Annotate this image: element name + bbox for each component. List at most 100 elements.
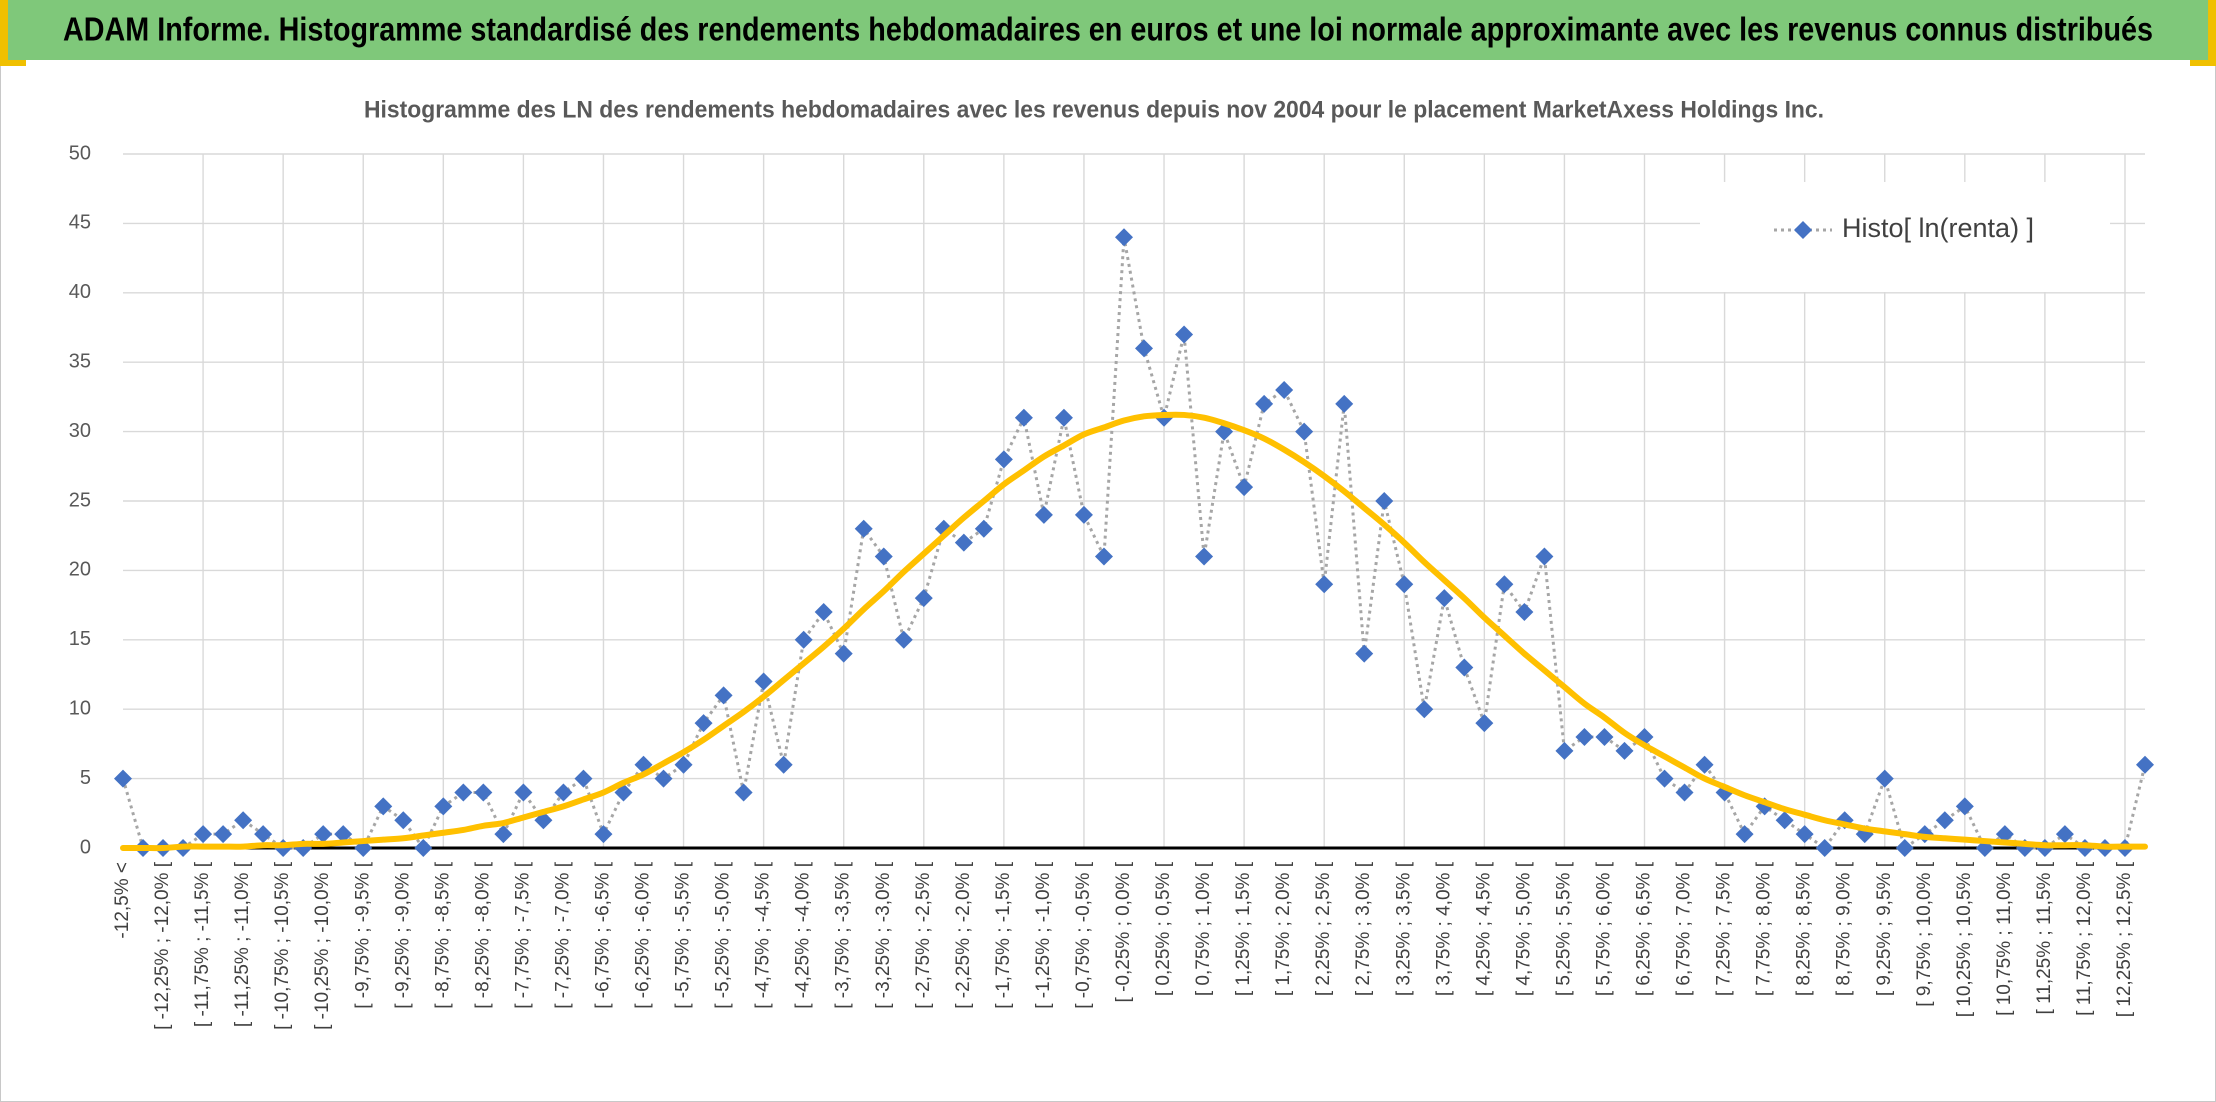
y-tick-label: 35 — [69, 350, 91, 372]
point-marker — [574, 769, 593, 788]
legend-marker — [1794, 221, 1812, 239]
x-tick-label: [ 8,75% ; 9,0% [ — [1834, 861, 1855, 996]
x-tick-label: [ -6,75% ; -6,5% [ — [592, 861, 613, 1009]
point-marker — [514, 783, 533, 802]
x-tick-label: [ -0,25% ; 0,0% [ — [1113, 861, 1134, 1002]
x-tick-label: [ 1,75% ; 2,0% [ — [1273, 861, 1294, 996]
point-marker — [894, 630, 913, 649]
y-tick-label: 10 — [69, 697, 91, 719]
point-marker — [1235, 478, 1254, 497]
x-tick-label: [ 3,25% ; 3,5% [ — [1393, 861, 1414, 996]
y-tick-label: 30 — [69, 420, 91, 442]
point-marker — [1815, 839, 1834, 857]
x-tick-label: [ -9,75% ; -9,5% [ — [352, 861, 373, 1009]
point-marker — [1395, 575, 1414, 594]
point-marker — [594, 825, 613, 844]
point-marker — [814, 603, 833, 622]
header-fill — [8, 0, 2209, 60]
point-marker — [1135, 339, 1154, 358]
point-marker — [1515, 603, 1534, 622]
point-marker — [494, 825, 513, 844]
point-marker — [1074, 505, 1093, 524]
x-tick-label: [ -7,75% ; -7,5% [ — [512, 861, 533, 1009]
point-marker — [994, 450, 1013, 469]
x-tick-label: [ 8,25% ; 8,5% [ — [1794, 861, 1815, 996]
x-tick-label: [ -8,25% ; -8,0% [ — [472, 861, 493, 1009]
point-marker — [1555, 741, 1574, 760]
point-marker — [1615, 741, 1634, 760]
x-tick-label: [ 10,75% ; 11,0% [ — [1994, 861, 2015, 1016]
x-tick-label: [ 5,25% ; 5,5% [ — [1553, 861, 1574, 996]
point-marker — [1795, 825, 1814, 844]
x-tick-label: [ 3,75% ; 4,0% [ — [1433, 861, 1454, 996]
point-marker — [834, 644, 853, 663]
x-tick-label: [ -11,75% ; -11,5% [ — [192, 861, 213, 1027]
point-marker — [1335, 394, 1354, 413]
x-tick-label: [ -12,25% ; -12,0% [ — [152, 861, 173, 1030]
point-marker — [674, 755, 693, 774]
point-marker — [1895, 839, 1914, 857]
point-marker — [394, 811, 413, 830]
x-tick-label: [ 7,25% ; 7,5% [ — [1714, 861, 1735, 996]
chart-title: Histogramme des LN des rendements hebdom… — [364, 96, 1824, 123]
point-marker — [1875, 769, 1894, 788]
x-tick-label: [ 9,75% ; 10,0% [ — [1914, 861, 1935, 1006]
x-tick-label: [ -3,25% ; -3,0% [ — [873, 861, 894, 1009]
x-tick-label: [ 11,75% ; 12,0% [ — [2074, 861, 2095, 1016]
legend-box — [1700, 182, 2110, 292]
point-marker — [334, 825, 353, 844]
point-marker — [1375, 492, 1394, 510]
point-marker — [1255, 394, 1274, 413]
y-tick-label: 40 — [69, 281, 91, 303]
point-marker — [1655, 769, 1674, 788]
point-marker — [1575, 727, 1594, 746]
point-marker — [1455, 658, 1474, 677]
x-tick-label: [ 6,25% ; 6,5% [ — [1634, 861, 1655, 996]
x-tick-label: [ 0,75% ; 1,0% [ — [1193, 861, 1214, 996]
x-tick-label: [ 1,25% ; 1,5% [ — [1233, 861, 1254, 996]
header-title: ADAM Informe. Histogramme standardisé de… — [63, 11, 2153, 48]
point-marker — [194, 825, 213, 844]
x-tick-label: [ 5,75% ; 6,0% [ — [1593, 861, 1614, 996]
point-marker — [874, 547, 893, 566]
y-tick-label: 5 — [80, 767, 91, 789]
x-tick-label: [ -6,25% ; -6,0% [ — [633, 861, 654, 1009]
point-marker — [854, 519, 873, 538]
point-marker — [1435, 589, 1454, 608]
x-tick-label: [ -7,25% ; -7,0% [ — [552, 861, 573, 1009]
point-marker — [454, 783, 473, 802]
x-tick-label: [ -10,75% ; -10,5% [ — [272, 861, 293, 1030]
point-marker — [914, 589, 933, 608]
y-tick-label: 20 — [69, 559, 91, 581]
point-marker — [1675, 783, 1694, 802]
x-tick-label: [ 11,25% ; 11,5% [ — [2034, 861, 2055, 1014]
point-marker — [1014, 408, 1033, 427]
x-tick-label: [ 2,25% ; 2,5% [ — [1313, 861, 1334, 996]
point-marker — [954, 533, 973, 552]
x-tick-label: [ -1,75% ; -1,5% [ — [993, 861, 1014, 1009]
point-marker — [754, 672, 773, 691]
y-tick-label: 15 — [69, 628, 91, 650]
x-tick-label: [ -3,75% ; -3,5% [ — [833, 861, 854, 1009]
x-tick-label: [ 6,75% ; 7,0% [ — [1674, 861, 1695, 996]
point-marker — [734, 783, 753, 802]
point-marker — [2055, 825, 2074, 844]
point-marker — [1735, 825, 1754, 844]
x-tick-label: [ 12,25% ; 12,5% [ — [2114, 861, 2135, 1017]
x-tick-label: [ -4,25% ; -4,0% [ — [793, 861, 814, 1009]
x-tick-label: [ -5,25% ; -5,0% [ — [713, 861, 734, 1009]
point-marker — [1275, 380, 1294, 399]
point-marker — [1094, 547, 1113, 566]
x-tick-label: [ -1,25% ; -1,0% [ — [1033, 861, 1054, 1009]
point-marker — [794, 630, 813, 649]
point-marker — [254, 825, 273, 844]
point-marker — [314, 825, 333, 844]
x-tick-label: [ -10,25% ; -10,0% [ — [312, 861, 333, 1030]
point-marker — [1495, 575, 1514, 594]
point-marker — [1695, 755, 1714, 774]
point-marker — [1295, 422, 1314, 441]
point-marker — [774, 755, 793, 774]
series-curve — [120, 411, 2148, 852]
